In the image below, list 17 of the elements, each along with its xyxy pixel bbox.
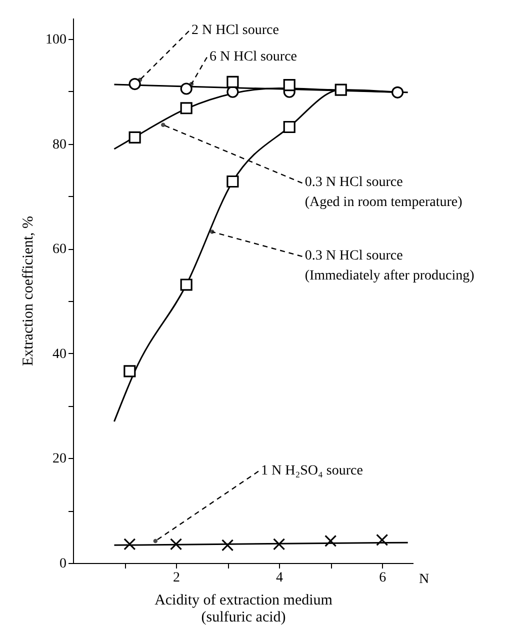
y-tick-label: 40 (52, 346, 66, 362)
annotation: 1 N H₂SO₄ source (261, 463, 363, 478)
y-tick-label: 100 (46, 32, 66, 48)
y-tick-label: 0 (60, 556, 66, 572)
annotation: 0.3 N HCl source (Aged in room temperature) (304, 175, 463, 210)
y-tick-label: 20 (52, 452, 66, 467)
y-tick-label: 60 (52, 242, 66, 258)
annotation: 0.3 N HCl source (Immediately after producing) (304, 248, 475, 284)
x-tick-label: 4 (276, 570, 284, 586)
text: N (419, 572, 430, 587)
y-axis-title: Extraction coefficient, % (20, 216, 36, 366)
x-axis-title: Acidity of extraction medium (sulfuric acid) (154, 592, 333, 626)
annotation: 6 N HCl source (210, 49, 298, 64)
x-tick-label: 2 (173, 570, 180, 586)
x-tick-label: 6 (379, 570, 386, 586)
annotation: 2 N HCl source (191, 23, 279, 38)
y-tick-label: 80 (52, 137, 66, 152)
